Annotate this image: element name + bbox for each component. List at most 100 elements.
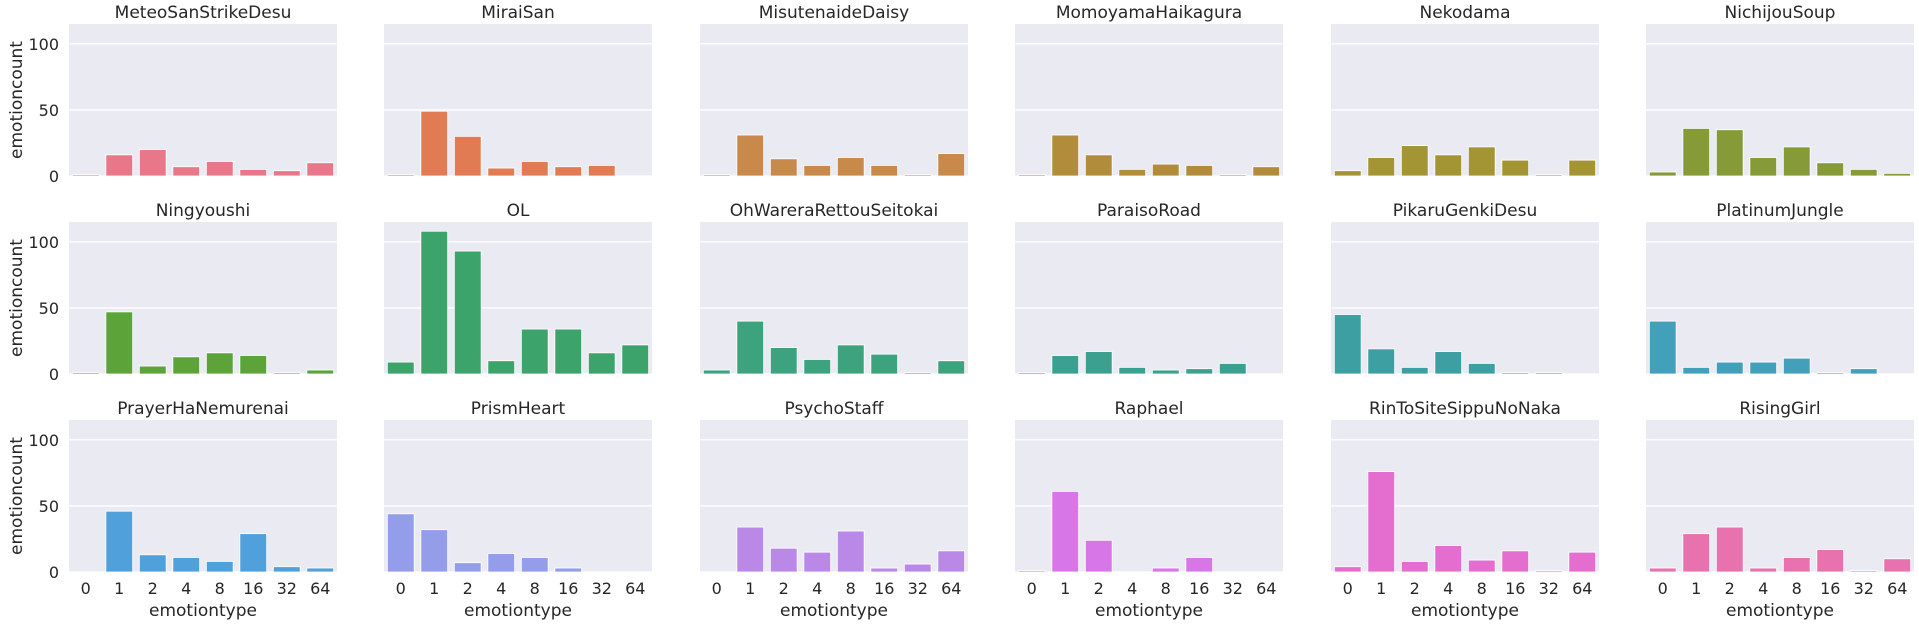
bar — [1118, 168, 1147, 177]
y-tick-label: 0 — [49, 365, 59, 384]
bar — [1534, 174, 1563, 177]
x-tick-label: 0 — [1343, 579, 1353, 598]
bar — [1467, 146, 1496, 177]
x-tick-label: 1 — [429, 579, 439, 598]
bar — [205, 561, 234, 573]
x-tick-label: 4 — [496, 579, 506, 598]
bar — [803, 551, 832, 573]
bar — [870, 353, 899, 375]
bar — [1648, 320, 1677, 375]
bar — [1333, 566, 1362, 573]
x-tick-label: 0 — [1658, 579, 1668, 598]
x-tick-label: 64 — [310, 579, 330, 598]
facet-panel: RinToSiteSippuNoNaka 0 1 2 4 8 16 32 64 emotionty… — [1331, 399, 1599, 621]
bar — [836, 157, 865, 177]
bar — [702, 369, 731, 375]
bar — [1367, 471, 1396, 573]
x-axis-label: emotiontype — [149, 601, 257, 621]
bar — [803, 359, 832, 375]
bar — [1682, 366, 1711, 375]
x-tick-label: 1 — [1060, 579, 1070, 598]
panel-title: PsychoStaff — [785, 399, 885, 419]
y-tick-label: 50 — [39, 101, 59, 120]
bar — [487, 167, 516, 177]
x-tick-label: 1 — [745, 579, 755, 598]
bar — [937, 550, 966, 573]
bar — [306, 567, 335, 573]
x-tick-label: 32 — [277, 579, 297, 598]
bar — [587, 165, 616, 177]
bar — [1816, 372, 1845, 375]
bar — [420, 110, 449, 177]
x-tick-label: 8 — [1792, 579, 1802, 598]
x-tick-label: 2 — [148, 579, 158, 598]
x-tick-label: 32 — [1854, 579, 1874, 598]
panel-background — [1646, 222, 1914, 374]
bar — [1467, 559, 1496, 573]
bar — [1367, 348, 1396, 375]
panel-title: MomoyamaHaikagura — [1056, 3, 1242, 23]
x-tick-label: 4 — [1758, 579, 1768, 598]
panel-title: MisutenaideDaisy — [759, 3, 909, 23]
y-tick-label: 100 — [28, 35, 59, 54]
bar — [736, 134, 765, 177]
x-tick-label: 32 — [908, 579, 928, 598]
bar — [1883, 558, 1912, 573]
bar — [1151, 567, 1180, 573]
panel-background — [1015, 222, 1283, 374]
y-tick-label: 50 — [39, 299, 59, 318]
panel-title: ParaisoRoad — [1097, 201, 1201, 221]
x-tick-label: 1 — [114, 579, 124, 598]
bar — [1682, 533, 1711, 573]
bar — [453, 562, 482, 573]
bar — [1084, 154, 1113, 177]
bar — [205, 352, 234, 375]
x-tick-label: 64 — [1887, 579, 1907, 598]
panel-background — [1331, 24, 1599, 176]
bar — [702, 174, 731, 177]
bar — [520, 161, 549, 177]
x-axis-label: emotiontype — [1411, 601, 1519, 621]
y-axis-label: emotioncount — [7, 239, 27, 357]
bar — [1849, 168, 1878, 177]
bar — [1715, 526, 1744, 573]
x-tick-label: 8 — [530, 579, 540, 598]
x-tick-label: 64 — [625, 579, 645, 598]
bar — [1749, 157, 1778, 177]
x-tick-label: 0 — [1027, 579, 1037, 598]
facet-panel: PrismHeart 0 1 2 4 8 16 32 64 emotiontype — [384, 399, 652, 621]
bar — [803, 165, 832, 177]
x-tick-label: 8 — [846, 579, 856, 598]
bar — [1782, 557, 1811, 573]
bar — [239, 533, 268, 573]
bar — [138, 365, 167, 375]
x-tick-label: 0 — [396, 579, 406, 598]
bar — [272, 170, 301, 177]
bar — [1151, 369, 1180, 375]
bar — [1051, 355, 1080, 375]
x-axis-label: emotiontype — [464, 601, 572, 621]
bar — [386, 361, 415, 375]
bar — [1568, 159, 1597, 177]
bar — [1017, 570, 1046, 573]
bar — [386, 174, 415, 177]
bar — [1333, 170, 1362, 177]
bar — [1051, 134, 1080, 177]
bar — [306, 162, 335, 177]
x-tick-label: 2 — [1094, 579, 1104, 598]
bar — [1849, 368, 1878, 375]
bar — [272, 566, 301, 573]
x-tick-label: 32 — [592, 579, 612, 598]
facet-panel: PlatinumJungle — [1646, 201, 1914, 375]
x-tick-label: 32 — [1539, 579, 1559, 598]
bar — [1367, 157, 1396, 177]
panel-title: OhWareraRettouSeitokai — [730, 201, 939, 221]
y-tick-label: 100 — [28, 233, 59, 252]
panel-title: Ningyoushi — [156, 201, 251, 221]
x-tick-label: 2 — [463, 579, 473, 598]
x-tick-label: 0 — [81, 579, 91, 598]
x-tick-label: 16 — [1820, 579, 1840, 598]
bar — [769, 158, 798, 177]
bar — [487, 360, 516, 375]
